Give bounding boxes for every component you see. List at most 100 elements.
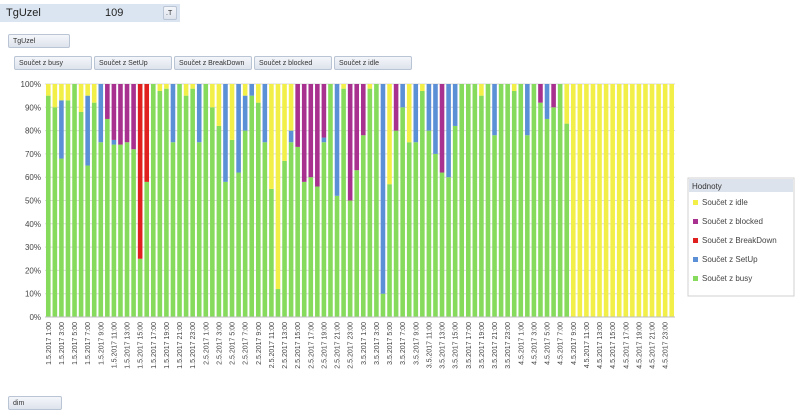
legend-label: Součet z BreakDown <box>702 236 777 245</box>
bar-segment <box>347 84 353 201</box>
x-tick-label: 2.5.2017 1:00 <box>203 322 210 365</box>
bar-segment <box>426 84 432 131</box>
x-tick-label: 2.5.2017 17:00 <box>308 322 315 369</box>
bar-segment <box>249 84 255 96</box>
x-tick-label: 2.5.2017 9:00 <box>256 322 263 365</box>
bar-segment <box>643 84 648 317</box>
bar-segment <box>288 84 294 131</box>
filter-row <box>0 4 180 22</box>
bar-segment <box>400 107 405 317</box>
bar-segment <box>137 258 143 317</box>
bar-segment <box>544 84 550 119</box>
bar-segment <box>118 84 123 145</box>
x-tick-label: 3.5.2017 17:00 <box>466 322 473 369</box>
bar-segment <box>288 142 294 317</box>
bar-segment <box>196 142 202 317</box>
bar-segment <box>216 84 222 126</box>
bar-segment <box>98 84 104 143</box>
bar-segment <box>255 84 261 103</box>
bar-segment <box>485 84 491 317</box>
value-field-button[interactable]: Součet z blocked <box>254 56 332 70</box>
bar-segment <box>360 84 366 136</box>
x-tick-label: 2.5.2017 11:00 <box>269 322 276 368</box>
x-tick-label: 4.5.2017 23:00 <box>663 322 670 369</box>
x-tick-label: 3.5.2017 21:00 <box>492 322 499 369</box>
value-field-button[interactable]: Součet z busy <box>14 56 92 70</box>
x-tick-label: 4.5.2017 21:00 <box>650 322 657 369</box>
bar-segment <box>223 181 228 317</box>
bar-segment <box>269 188 274 317</box>
bar-segment <box>439 172 445 317</box>
x-tick-label: 1.5.2017 5:00 <box>72 322 79 365</box>
bar-segment <box>557 84 563 317</box>
bar-segment <box>105 84 110 119</box>
bar-segment <box>301 84 307 182</box>
value-field-button[interactable]: Součet z SetUp <box>94 56 172 70</box>
bar-segment <box>498 84 504 317</box>
bar-segment <box>616 84 622 317</box>
bar-segment <box>584 84 589 317</box>
x-tick-label: 1.5.2017 9:00 <box>98 322 105 365</box>
bar-segment <box>479 95 484 318</box>
y-tick-label: 80% <box>25 127 41 136</box>
bar-segment <box>282 84 287 161</box>
bar-segment <box>334 195 340 317</box>
bar-segment <box>131 149 136 317</box>
bar-segment <box>400 84 405 108</box>
bar-segment <box>91 102 97 317</box>
axis-field-button[interactable]: dim <box>8 396 62 410</box>
x-tick-label: 4.5.2017 15:00 <box>610 322 617 369</box>
bar-segment <box>223 84 228 182</box>
bar-segment <box>52 107 58 317</box>
x-tick-label: 1.5.2017 15:00 <box>138 322 145 369</box>
bar-segment <box>433 153 438 317</box>
y-tick-label: 10% <box>25 290 41 299</box>
bar-segment <box>610 84 615 317</box>
bar-segment <box>321 137 327 143</box>
y-tick-label: 70% <box>25 150 41 159</box>
bar-segment <box>262 142 268 317</box>
legend-box <box>687 177 795 297</box>
bar-segment <box>551 107 556 317</box>
bar-segment <box>662 84 668 317</box>
bar-segment <box>446 177 451 317</box>
x-tick-label: 3.5.2017 1:00 <box>361 322 368 365</box>
bar-segment <box>656 84 661 317</box>
bar-segment <box>570 84 576 317</box>
bar-segment <box>288 130 294 143</box>
bar-segment <box>78 111 84 318</box>
y-tick-label: 20% <box>25 266 41 275</box>
bar-segment <box>380 84 386 294</box>
x-tick-label: 4.5.2017 9:00 <box>571 322 578 365</box>
x-tick-label: 3.5.2017 5:00 <box>387 322 394 365</box>
bar-segment <box>525 84 530 136</box>
bar-segment <box>203 84 209 317</box>
bar-segment <box>45 84 51 96</box>
bar-segment <box>229 139 235 317</box>
bar-segment <box>551 84 556 108</box>
filter-dropdown[interactable]: .T <box>163 6 177 20</box>
x-tick-label: 3.5.2017 19:00 <box>479 322 486 369</box>
x-tick-label: 4.5.2017 1:00 <box>518 322 525 365</box>
bar-segment <box>183 84 189 96</box>
value-field-button[interactable]: Součet z idle <box>334 56 412 70</box>
bar-segment <box>367 84 373 89</box>
bar-segment <box>465 84 471 317</box>
x-tick-label: 4.5.2017 13:00 <box>597 322 604 369</box>
x-tick-label: 1.5.2017 11:00 <box>111 322 118 368</box>
bar-segment <box>111 144 117 317</box>
bar-segment <box>124 142 130 317</box>
bar-segment <box>249 95 255 318</box>
page-field-button[interactable]: TgUzel <box>8 34 70 48</box>
bar-segment <box>511 84 517 91</box>
x-tick-label: 2.5.2017 19:00 <box>321 322 328 369</box>
bar-segment <box>111 84 117 140</box>
bar-segment <box>52 84 58 108</box>
y-tick-label: 60% <box>25 173 41 182</box>
value-field-button[interactable]: Součet z BreakDown <box>174 56 252 70</box>
bar-segment <box>301 181 307 317</box>
bar-segment <box>649 84 655 317</box>
x-tick-label: 3.5.2017 11:00 <box>426 322 433 368</box>
bar-segment <box>328 84 333 317</box>
